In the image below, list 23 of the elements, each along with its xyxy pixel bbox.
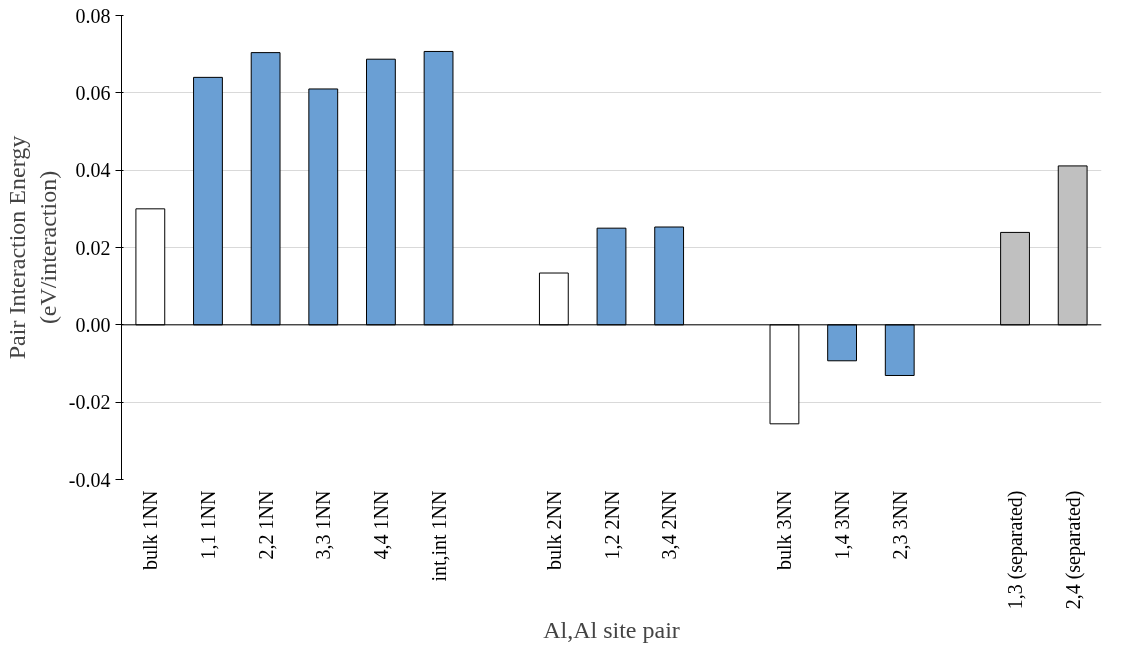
y-tick-label: 0.08 (75, 4, 111, 27)
y-axis-title: Pair Interaction Energy (eV/interaction) (3, 135, 61, 360)
y-tick-label: 0.06 (75, 81, 111, 104)
x-tick-label: bulk 3NN (773, 490, 796, 570)
x-tick-label: 1,3 (separated) (1004, 490, 1028, 610)
x-tick-label: 2,3 3NN (888, 490, 911, 560)
x-tick-label: 4,4 1NN (369, 490, 392, 560)
x-tick-label: 2,2 1NN (254, 490, 277, 560)
x-tick-label: 1,2 2NN (600, 490, 623, 560)
x-tick-label: 3,3 1NN (312, 490, 335, 560)
x-tick-label: 3,4 2NN (658, 490, 681, 560)
y-tick-label: -0.04 (68, 468, 111, 491)
y-tick-label: 0.00 (75, 313, 111, 336)
y-tick-label: 0.04 (75, 159, 111, 182)
x-tick-label: 2,4 (separated) (1061, 490, 1085, 610)
y-tick-label: -0.02 (68, 391, 111, 414)
x-tick-label: 1,1 1NN (196, 490, 219, 560)
x-axis-title: Al,Al site pair (543, 617, 680, 644)
y-tick-label: 0.02 (75, 236, 111, 259)
x-tick-label: int,int 1NN (427, 490, 450, 582)
x-tick-label: 1,4 3NN (831, 490, 854, 560)
x-tick-label: bulk 1NN (139, 490, 162, 570)
x-tick-label: bulk 2NN (542, 490, 565, 570)
